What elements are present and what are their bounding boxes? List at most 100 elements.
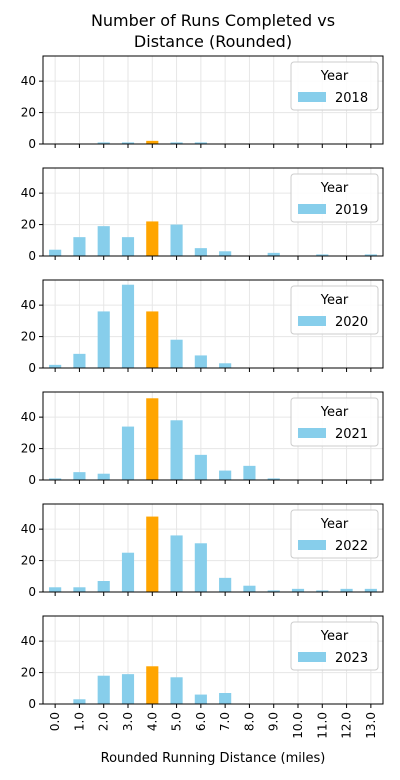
x-tick-label: 2.0: [97, 712, 111, 731]
y-tick-label: 40: [21, 634, 36, 648]
bar-2023-6.0: [194, 694, 207, 704]
bar-2018-3.0: [121, 142, 135, 144]
y-tick-label: 20: [21, 442, 36, 456]
plot-frame: [42, 503, 384, 593]
legend-entry-2022: 2022: [335, 539, 368, 554]
bar-2022-8.0: [243, 585, 256, 592]
x-axis-label: Rounded Running Distance (miles): [101, 751, 326, 766]
legend-swatch: [298, 428, 326, 438]
panel-2023: 0 20 40 Year 2023: [21, 615, 384, 711]
bar-2018-2.0: [97, 142, 110, 144]
y-tick-label: 20: [21, 106, 36, 120]
bar-2021-0.0: [49, 478, 62, 480]
bar-2022-0.0: [49, 587, 62, 592]
bar-2022-10.0: [291, 588, 305, 592]
y-tick-label: 0: [28, 361, 36, 375]
bar-2019-7.0: [219, 251, 232, 256]
y-tick-label: 40: [21, 186, 36, 200]
bar-2022-7.0: [219, 577, 232, 592]
bar-2018-6.0: [194, 142, 207, 144]
bar-2023-3.0: [121, 674, 135, 704]
bar-2022-6.0: [194, 543, 207, 592]
y-tick-label: 20: [21, 554, 36, 568]
x-tick-label: 10.0: [291, 712, 305, 739]
plot-frame: [42, 55, 384, 145]
x-tick-label: 4.0: [145, 712, 159, 731]
legend-entry-2018: 2018: [335, 91, 368, 106]
legend-swatch: [298, 652, 326, 662]
panel-2019: 0 20 40 Year 2019: [21, 167, 384, 263]
bar-2022-1.0: [73, 587, 86, 592]
legend-title: Year: [320, 517, 349, 532]
bar-2020-2.0: [97, 311, 110, 368]
bar-2021-3.0: [121, 426, 135, 480]
legend-entry-2023: 2023: [335, 651, 368, 666]
panel-2020: 0 20 40 Year 2020: [21, 279, 384, 375]
bar-2023-1.0: [73, 699, 86, 704]
y-tick-label: 40: [21, 298, 36, 312]
x-tick-label: 11.0: [315, 712, 329, 739]
bar-2022-3.0: [121, 552, 135, 592]
bar-2023-7.0: [219, 693, 232, 704]
legend-swatch: [298, 540, 326, 550]
legend-title: Year: [320, 405, 349, 420]
x-tick-label: 13.0: [364, 712, 378, 739]
y-tick-label: 40: [21, 410, 36, 424]
plot-frame: [42, 167, 384, 257]
bar-2021-7.0: [219, 470, 232, 480]
bar-2019-4.0: [146, 221, 159, 256]
bar-2021-4.0: [146, 398, 159, 480]
legend-entry-2019: 2019: [335, 203, 368, 218]
y-tick-label: 20: [21, 330, 36, 344]
bar-2019-1.0: [73, 237, 86, 256]
plot-frame: [42, 391, 384, 481]
panel-2022: 0 20 40 Year 2022: [21, 503, 384, 599]
legend-swatch: [298, 92, 326, 102]
x-tick-label: 8.0: [242, 712, 256, 731]
panel-2018: 0 20 40 Year 2018: [21, 55, 384, 151]
chart-title-line-1: Number of Runs Completed vs: [91, 11, 335, 30]
y-tick-label: 40: [21, 522, 36, 536]
bar-2021-6.0: [194, 454, 207, 480]
bar-2021-5.0: [170, 420, 183, 480]
x-tick-label: 12.0: [340, 712, 354, 739]
legend-title: Year: [320, 629, 349, 644]
plot-frame: [42, 615, 384, 705]
y-tick-label: 20: [21, 218, 36, 232]
bar-2022-5.0: [170, 535, 183, 592]
plot-frame: [42, 279, 384, 369]
bar-2023-5.0: [170, 677, 183, 704]
bar-2021-8.0: [243, 465, 256, 480]
bar-2020-5.0: [170, 339, 183, 368]
bar-2020-0.0: [49, 364, 62, 368]
bar-2020-7.0: [219, 363, 232, 368]
legend-swatch: [298, 316, 326, 326]
bar-2022-12.0: [340, 588, 353, 592]
x-tick-label: 0.0: [48, 712, 62, 731]
legend-entry-2020: 2020: [335, 315, 368, 330]
bar-2023-4.0: [146, 666, 159, 704]
y-tick-label: 40: [21, 74, 36, 88]
legend-title: Year: [320, 293, 349, 308]
bar-2019-3.0: [121, 237, 135, 256]
bar-2019-6.0: [194, 248, 207, 256]
chart-title-line-2: Distance (Rounded): [134, 32, 292, 51]
bar-2022-2.0: [97, 581, 110, 592]
legend-title: Year: [320, 181, 349, 196]
bar-2019-13.0: [364, 254, 377, 256]
legend-swatch: [298, 204, 326, 214]
bar-2022-11.0: [316, 590, 329, 592]
bar-2018-5.0: [170, 142, 183, 144]
y-tick-label: 0: [28, 137, 36, 151]
bar-2021-1.0: [73, 472, 86, 480]
y-tick-label: 0: [28, 697, 36, 711]
panel-2021: 0 20 40 Year 2021: [21, 391, 384, 487]
y-tick-label: 0: [28, 585, 36, 599]
y-tick-label: 0: [28, 473, 36, 487]
bar-2023-2.0: [97, 675, 110, 704]
bar-2022-4.0: [146, 516, 159, 592]
x-tick-label: 6.0: [194, 712, 208, 731]
bar-2022-13.0: [364, 588, 377, 592]
bar-2019-11.0: [316, 254, 329, 256]
